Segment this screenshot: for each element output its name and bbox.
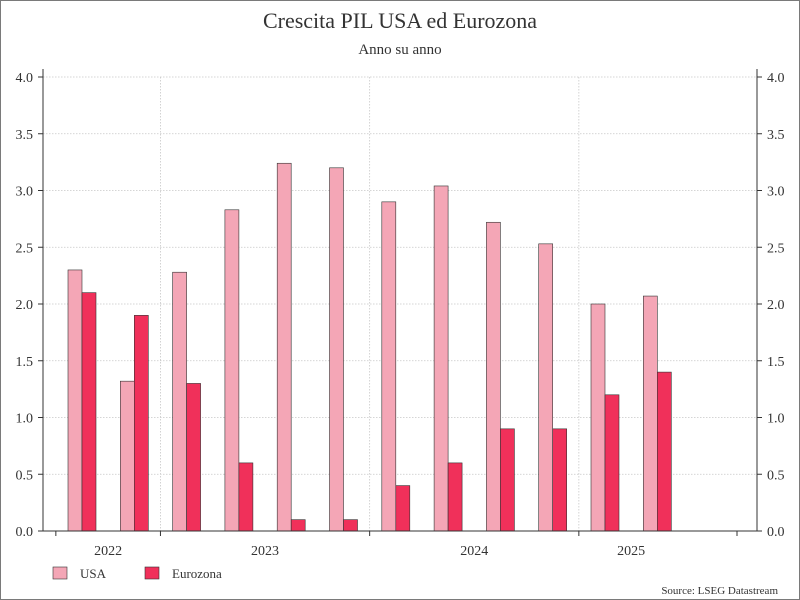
legend-label-usa: USA	[80, 566, 107, 581]
y-tick-label-right: 1.0	[767, 412, 785, 427]
bar-eurozona	[81, 292, 97, 532]
y-tick-label-right: 2.5	[767, 241, 785, 256]
y-tick-label-right: 0.5	[767, 468, 785, 483]
bar-usa	[538, 243, 554, 532]
bar-usa	[486, 221, 501, 532]
legend-label-eurozona: Eurozona	[172, 566, 222, 581]
bar-eurozona	[656, 371, 672, 532]
bar-eurozona	[395, 485, 411, 532]
bar-usa	[381, 201, 397, 532]
bar-usa	[433, 185, 449, 532]
bar-eurozona	[134, 315, 149, 532]
bar-usa	[224, 209, 240, 532]
x-axis: 2022 2023 2024 2025	[55, 531, 738, 559]
legend: USA Eurozona	[52, 566, 222, 581]
y-tick-label-right: 2.0	[767, 298, 785, 313]
bar-eurozona	[552, 428, 568, 532]
legend-swatch-usa	[52, 566, 68, 580]
bar-eurozona	[500, 428, 515, 532]
bar-usa	[642, 295, 658, 532]
bar-eurozona	[238, 462, 254, 532]
axes	[42, 69, 758, 532]
legend-swatch-eurozona	[144, 566, 160, 580]
y-axis-right: 0.0 0.5 1.0 1.5 2.0 2.5 3.0 3.5 4.0	[757, 71, 785, 540]
y-tick-label-left: 2.0	[16, 298, 34, 313]
bar-usa	[120, 380, 135, 532]
x-tick-label: 2022	[94, 544, 122, 559]
bar-eurozona	[290, 519, 306, 532]
bar-usa	[67, 269, 83, 532]
bar-usa	[172, 271, 187, 532]
bar-usa	[276, 162, 292, 532]
y-axis-left: 0.0 0.5 1.0 1.5 2.0 2.5 3.0 3.5 4.0	[16, 71, 43, 540]
chart-subtitle: Anno su anno	[358, 42, 441, 58]
y-tick-label-left: 1.0	[16, 412, 34, 427]
y-tick-label-right: 0.0	[767, 525, 785, 540]
bar-usa	[329, 167, 344, 532]
source-note: Source: LSEG Datastream	[661, 585, 778, 597]
chart-title: Crescita PIL USA ed Eurozona	[263, 8, 537, 33]
y-tick-label-right: 3.5	[767, 128, 785, 143]
y-tick-label-left: 3.5	[16, 128, 34, 143]
y-tick-label-left: 3.0	[16, 185, 34, 200]
x-tick-label: 2025	[617, 544, 645, 559]
y-tick-label-left: 1.5	[16, 355, 34, 370]
bar-eurozona	[604, 394, 620, 532]
y-tick-label-right: 4.0	[767, 71, 785, 86]
y-tick-label-right: 1.5	[767, 355, 785, 370]
bar-eurozona	[343, 519, 358, 532]
bar-eurozona	[447, 462, 463, 532]
y-tick-label-left: 0.5	[16, 468, 34, 483]
bars	[67, 162, 672, 532]
y-tick-label-left: 0.0	[16, 525, 34, 540]
x-tick-label: 2023	[251, 544, 279, 559]
y-tick-label-right: 3.0	[767, 185, 785, 200]
x-tick-label: 2024	[460, 544, 488, 559]
bar-usa	[590, 303, 606, 532]
y-tick-label-left: 4.0	[16, 71, 34, 86]
y-tick-label-left: 2.5	[16, 241, 34, 256]
bar-eurozona	[186, 383, 201, 532]
grid-lines	[43, 76, 757, 531]
